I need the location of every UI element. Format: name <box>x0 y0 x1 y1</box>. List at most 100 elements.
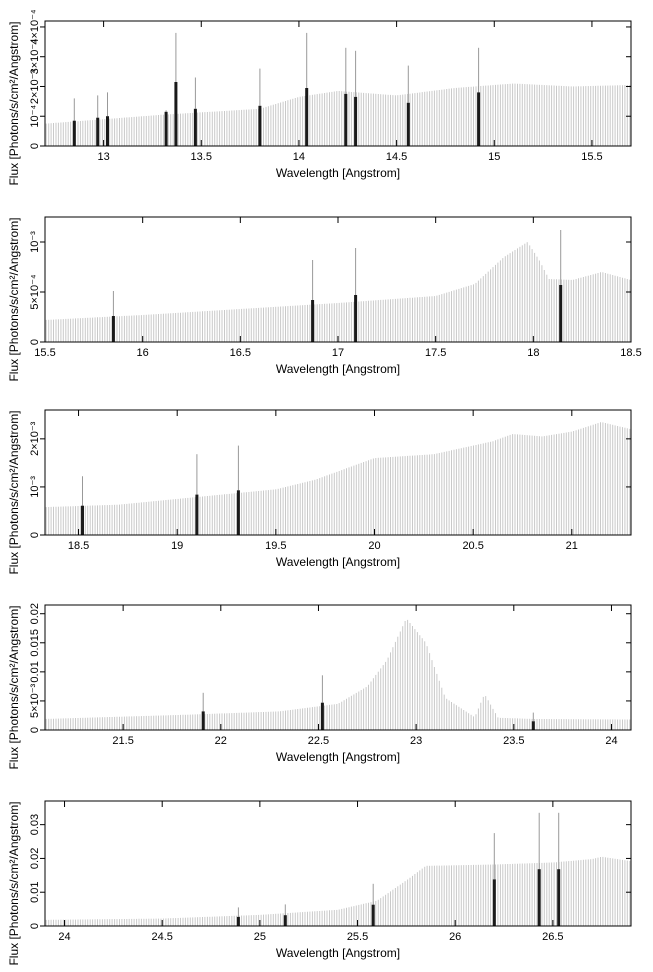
y-tick-label: 2×10⁻³ <box>29 421 41 456</box>
line-bar <box>492 879 496 926</box>
line-bar <box>344 93 348 146</box>
line-bar <box>81 505 84 535</box>
continuum-bins <box>45 242 631 342</box>
y-tick-label: 0.02 <box>29 848 41 869</box>
x-tick-label: 15 <box>488 151 500 163</box>
y-tick-label: 5×10⁻⁴ <box>29 274 41 310</box>
line-bar <box>236 490 240 535</box>
x-tick-label: 26.5 <box>542 931 563 943</box>
x-tick-label: 19 <box>171 540 183 552</box>
plot-frame <box>44 20 632 147</box>
panel-5: 24 24.5 25 25.5 26 26.5 0 0.01 0.02 0.03 Wavelengt… <box>7 800 632 966</box>
y-tick-label: 4×10⁻⁴ <box>29 9 41 45</box>
y-tick-label: 0.01 <box>29 881 41 902</box>
plot-frame <box>44 409 632 536</box>
plot-frame <box>44 216 632 343</box>
y-tick-label: 0.015 <box>29 629 41 657</box>
x-tick-label: 14 <box>293 151 305 163</box>
y-tick-label: 3×10⁻⁴ <box>29 39 41 75</box>
panel-3: 18.5 19 19.5 20 20.5 21 0 10⁻³ 2×10⁻³ Wavelength … <box>7 409 632 575</box>
y-tick-label: 10⁻³ <box>29 476 41 498</box>
x-tick-label: 17.5 <box>425 347 446 359</box>
y-tick-label: 0 <box>29 923 41 929</box>
plot-frame <box>44 604 632 731</box>
x-tick-label: 21.5 <box>112 735 133 747</box>
x-tick-label: 18 <box>527 347 539 359</box>
x-tick-label: 25.5 <box>347 931 368 943</box>
panel-2: 15.5 16 16.5 17 17.5 18 18.5 0 5×10⁻⁴ 10⁻³ Wavelen… <box>7 216 642 382</box>
y-tick-label: 10⁻³ <box>29 231 41 253</box>
x-tick-label: 19.5 <box>265 540 286 552</box>
line-bar <box>305 88 309 146</box>
line-bar <box>531 721 535 730</box>
line-bar <box>320 702 324 730</box>
x-tick-label: 17 <box>332 347 344 359</box>
panel-4: 21.5 22 22.5 23 23.5 24 0 5×10⁻³0.01 0.015 0.02 Wa… <box>7 603 632 770</box>
line-bar <box>354 96 358 146</box>
line-bar <box>106 116 109 146</box>
x-tick-label: 18.5 <box>68 540 89 552</box>
continuum-bins <box>45 422 631 535</box>
panel-1: 13 13.5 14 14.5 15 15.5 0 10⁻⁴2×10⁻⁴3×10⁻⁴4×10⁻… <box>7 9 632 186</box>
x-tick-label: 20 <box>368 540 380 552</box>
x-tick-label: 16.5 <box>230 347 251 359</box>
y-axis-title: Flux [Photons/s/cm²/Angstrom] <box>7 605 21 769</box>
line-bar <box>236 916 240 926</box>
line-bins <box>81 445 240 535</box>
line-bar <box>283 915 287 926</box>
line-bar <box>174 82 178 146</box>
line-bar <box>96 117 100 146</box>
x-tick-label: 22.5 <box>308 735 329 747</box>
y-tick-label: 0 <box>29 339 41 345</box>
x-tick-label: 24 <box>605 735 617 747</box>
continuum-bins <box>45 619 631 730</box>
x-tick-label: 24.5 <box>151 931 172 943</box>
line-bar <box>559 285 563 342</box>
y-tick-label: 5×10⁻³ <box>29 683 41 718</box>
line-bar <box>111 316 115 342</box>
continuum-bins <box>45 83 631 146</box>
x-tick-label: 18.5 <box>620 347 641 359</box>
x-axis-title: Wavelength [Angstrom] <box>276 750 400 764</box>
line-bar <box>258 105 262 146</box>
line-bar <box>195 494 199 535</box>
x-tick-label: 25 <box>254 931 266 943</box>
x-tick-label: 20.5 <box>462 540 483 552</box>
x-axis-title: Wavelength [Angstrom] <box>276 946 400 960</box>
y-tick-label: 10⁻⁴ <box>29 105 41 128</box>
x-axis-title: Wavelength [Angstrom] <box>276 362 400 376</box>
line-bar <box>406 102 410 146</box>
line-bins <box>72 32 481 146</box>
x-tick-label: 24 <box>58 931 70 943</box>
y-axis-title: Flux [Photons/s/cm²/Angstrom] <box>7 410 21 574</box>
line-bar <box>477 92 481 146</box>
line-bar <box>537 869 541 926</box>
x-tick-label: 14.5 <box>386 151 407 163</box>
y-tick-label: 0 <box>29 727 41 733</box>
y-tick-label: 0.02 <box>29 603 41 624</box>
y-tick-label: 0.03 <box>29 814 41 835</box>
y-tick-label: 0.01 <box>29 661 41 682</box>
y-tick-label: 2×10⁻⁴ <box>29 69 41 105</box>
y-axis-title: Flux [Photons/s/cm²/Angstrom] <box>7 21 21 185</box>
x-tick-label: 22 <box>215 735 227 747</box>
plot-frame <box>44 800 632 927</box>
continuum-bins <box>45 856 631 926</box>
y-axis-title: Flux [Photons/s/cm²/Angstrom] <box>7 801 21 965</box>
x-axis-title: Wavelength [Angstrom] <box>276 555 400 569</box>
line-bins <box>111 230 563 342</box>
x-tick-label: 15.5 <box>581 151 602 163</box>
x-axis-title: Wavelength [Angstrom] <box>276 166 400 180</box>
line-bar <box>193 108 197 146</box>
x-tick-label: 26 <box>449 931 461 943</box>
y-tick-label: 0 <box>29 532 41 538</box>
line-bar <box>164 111 168 146</box>
x-tick-label: 13.5 <box>191 151 212 163</box>
x-tick-label: 23.5 <box>503 735 524 747</box>
line-bar <box>354 295 358 342</box>
y-axis-title: Flux [Photons/s/cm²/Angstrom] <box>7 217 21 381</box>
x-tick-label: 15.5 <box>34 347 55 359</box>
line-bins <box>201 675 535 730</box>
line-bar <box>311 300 315 342</box>
